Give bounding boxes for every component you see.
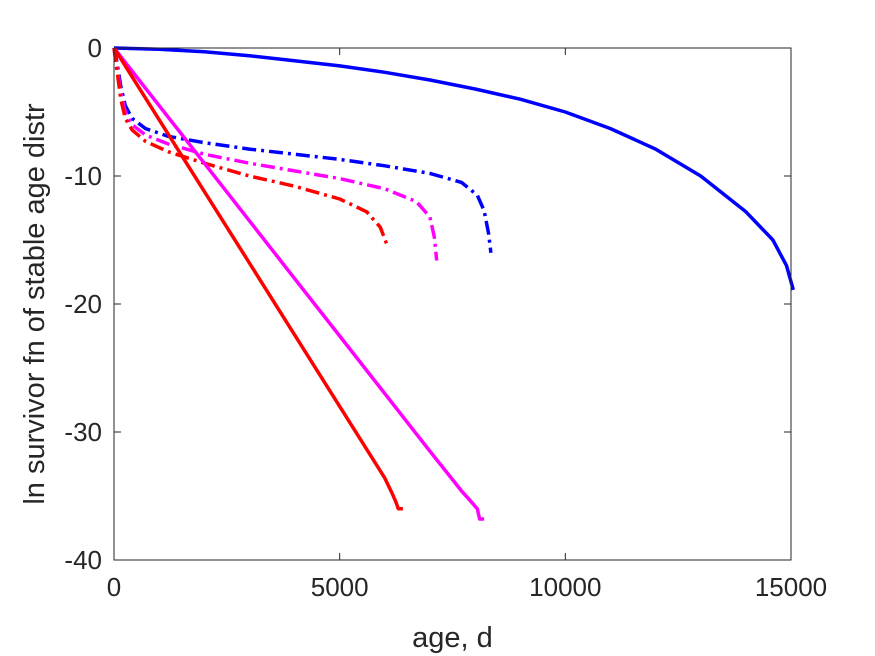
y-tick-label: -40 [64, 545, 102, 575]
x-tick-label: 5000 [311, 572, 369, 602]
x-tick-label: 10000 [529, 572, 601, 602]
x-tick-label: 15000 [755, 572, 827, 602]
axis-ticks: 0 5000 10000 15000 0 -10 -20 -30 -40 [64, 33, 827, 602]
series-line-2 [112, 47, 493, 254]
plot-area-frame [113, 47, 792, 561]
series-line-6 [112, 47, 403, 511]
series-layer [112, 46, 795, 521]
x-tick-label: 0 [107, 572, 121, 602]
y-axis-label: ln survivor fn of stable age distr [19, 103, 51, 505]
series-line-3 [112, 47, 439, 261]
series-line-5 [112, 46, 485, 521]
series-line-1 [113, 46, 795, 291]
y-tick-label: 0 [88, 33, 102, 63]
series-line-4 [112, 47, 389, 246]
y-tick-label: -30 [64, 417, 102, 447]
y-tick-label: -20 [64, 289, 102, 319]
x-axis-label: age, d [412, 622, 493, 654]
y-tick-label: -10 [64, 161, 102, 191]
